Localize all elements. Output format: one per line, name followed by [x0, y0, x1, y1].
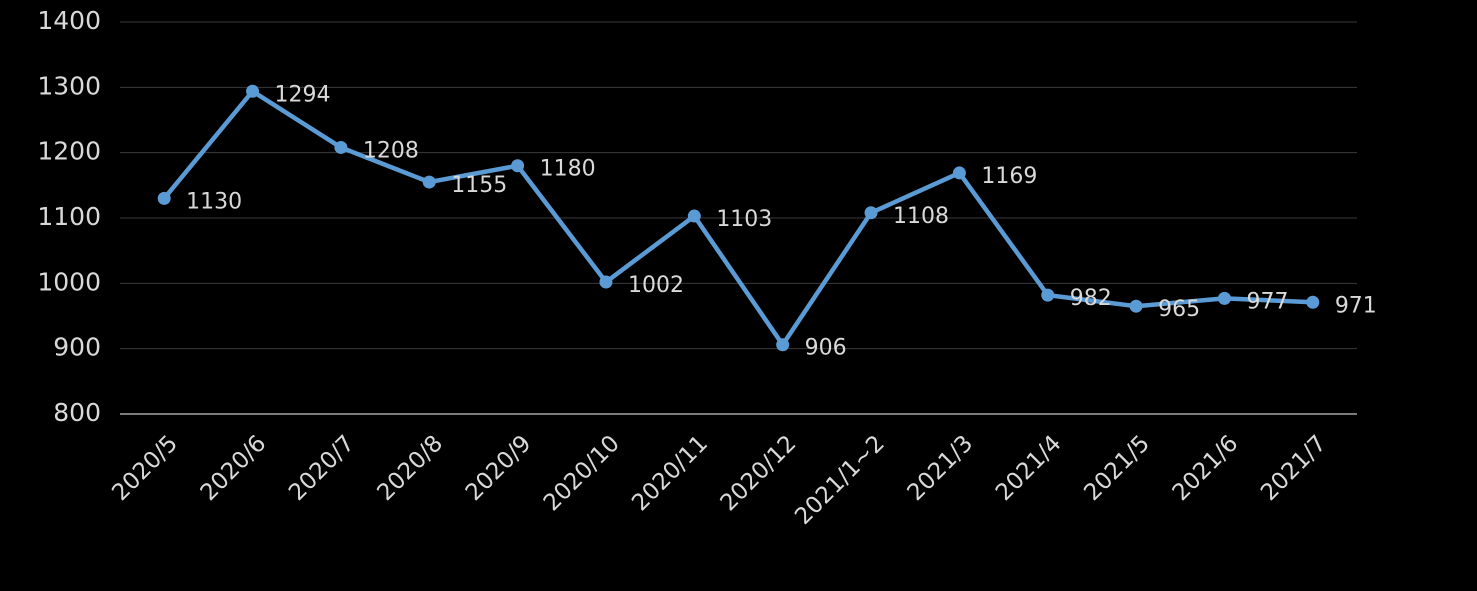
x-tick-label: 2021/4	[991, 430, 1067, 506]
data-point	[599, 275, 613, 289]
data-label: 1130	[186, 189, 242, 214]
data-label: 1169	[981, 164, 1037, 189]
data-point	[334, 140, 348, 154]
x-tick-label: 2020/10	[539, 430, 625, 516]
x-tick-label: 2020/6	[196, 430, 272, 506]
data-label: 1294	[275, 82, 331, 107]
data-point	[157, 191, 171, 205]
x-tick-label: 2020/7	[284, 430, 360, 506]
data-line	[162, 89, 1313, 347]
data-point	[1217, 291, 1231, 305]
y-tick-label: 1400	[37, 6, 101, 35]
data-point	[1306, 295, 1320, 309]
y-tick-label: 1300	[37, 71, 101, 100]
x-tick-label: 2020/9	[461, 430, 537, 506]
data-label: 965	[1158, 297, 1200, 322]
x-tick-label: 2021/7	[1256, 430, 1332, 506]
data-label: 1180	[540, 157, 596, 182]
data-point	[1041, 288, 1055, 302]
x-tick-label: 2021/1~2	[790, 430, 890, 530]
data-label: 906	[805, 336, 847, 361]
x-tick-label: 2021/3	[903, 430, 979, 506]
data-label: 1155	[451, 173, 507, 198]
x-tick-label: 2020/8	[372, 430, 448, 506]
data-label: 1208	[363, 138, 419, 163]
data-label: 982	[1070, 286, 1112, 311]
data-point	[1129, 299, 1143, 313]
x-tick-label: 2020/11	[627, 430, 713, 516]
y-tick-label: 1000	[37, 267, 101, 296]
x-tick-label: 2021/5	[1079, 430, 1155, 506]
x-tick-label: 2020/12	[716, 430, 802, 516]
x-tick-label: 2021/6	[1168, 430, 1244, 506]
data-point	[776, 338, 790, 352]
data-label: 971	[1335, 293, 1377, 318]
y-tick-label: 900	[53, 333, 101, 362]
data-label: 1002	[628, 273, 684, 298]
data-point	[422, 175, 436, 189]
data-point	[864, 206, 878, 220]
data-label: 1108	[893, 204, 949, 229]
data-point	[511, 159, 525, 173]
y-tick-label: 1100	[37, 202, 101, 231]
data-point	[687, 209, 701, 223]
x-tick-label: 2020/5	[107, 430, 183, 506]
y-tick-label: 800	[53, 398, 101, 427]
data-point	[246, 84, 260, 98]
data-label: 977	[1246, 289, 1288, 314]
data-label: 1103	[716, 207, 772, 232]
y-tick-label: 1200	[37, 137, 101, 166]
data-point	[952, 166, 966, 180]
